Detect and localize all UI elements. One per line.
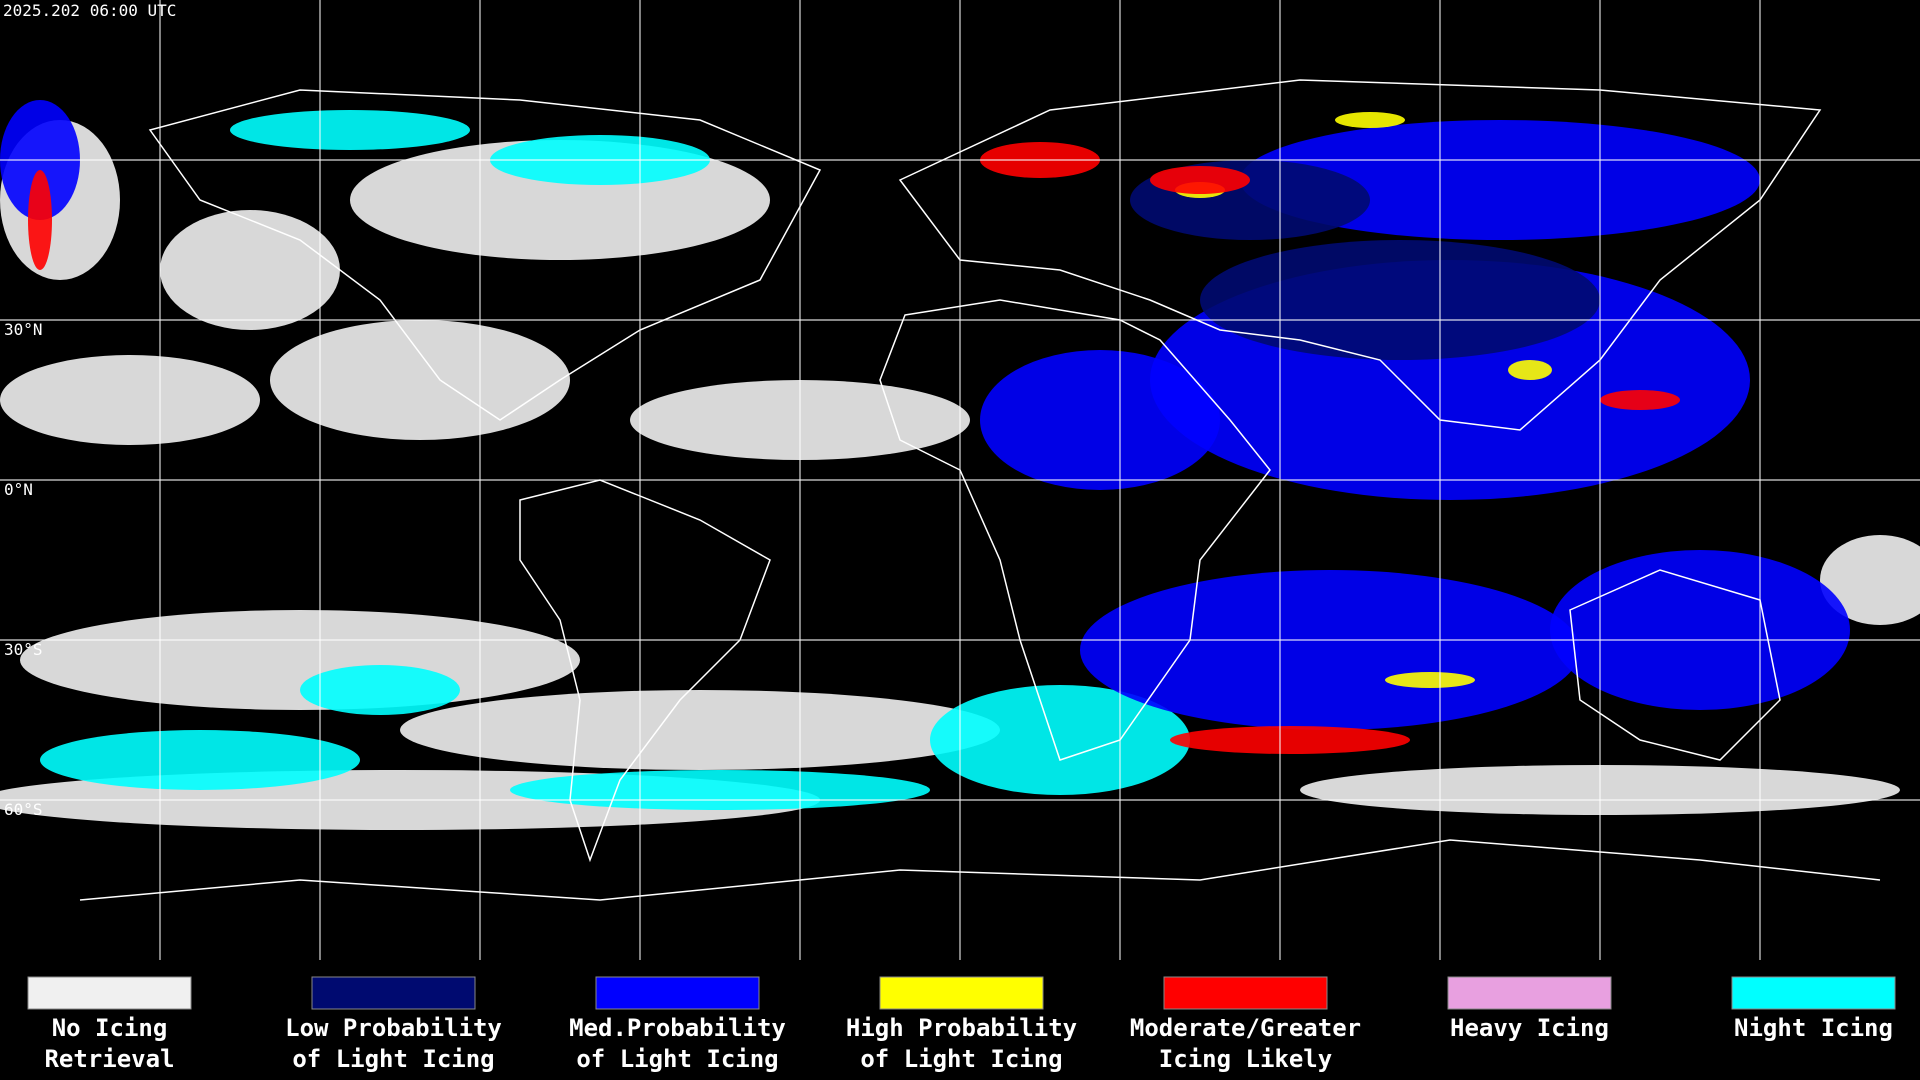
legend-swatch — [1163, 976, 1328, 1010]
legend-label: High Probability — [846, 1014, 1077, 1042]
cloud-region — [270, 320, 570, 440]
coast-north-america — [148, 89, 822, 421]
cloud-region — [40, 730, 360, 790]
latitude-label: 0°N — [4, 480, 33, 499]
cloud-region — [930, 685, 1190, 795]
legend-label: Low Probability — [285, 1014, 502, 1042]
coast-south-america — [519, 479, 771, 863]
timestamp: 2025.202 06:00 UTC — [3, 1, 176, 20]
coast-africa — [879, 299, 1271, 761]
cloud-region — [1150, 166, 1250, 194]
legend-label: Night Icing — [1734, 1014, 1893, 1042]
cloud-region — [28, 170, 52, 270]
legend-label: of Light Icing — [576, 1045, 778, 1073]
cloud-region — [980, 350, 1220, 490]
coast-antarctica — [79, 839, 1881, 901]
cloud-region — [20, 610, 580, 710]
cloud-region — [300, 665, 460, 715]
legend-label: Moderate/Greater — [1130, 1014, 1361, 1042]
cloud-region — [0, 355, 260, 445]
cloud-region — [400, 690, 1000, 770]
cloud-region — [1335, 112, 1405, 128]
coast-australia — [1569, 569, 1781, 761]
legend-label: Icing Likely — [1159, 1045, 1332, 1073]
cloud-region — [1550, 550, 1850, 710]
cloud-region — [1200, 240, 1600, 360]
cloud-region — [1240, 120, 1760, 240]
latitude-labels: 30°N 0°N 30°S 60°S — [4, 320, 43, 819]
cloud-region — [1508, 360, 1552, 380]
legend-swatch — [1447, 976, 1612, 1010]
legend-swatch — [27, 976, 192, 1010]
legend-label: Retrieval — [44, 1045, 174, 1073]
legend-label: No Icing — [52, 1014, 168, 1042]
legend-swatch — [311, 976, 476, 1010]
legend-label: of Light Icing — [860, 1045, 1062, 1073]
cloud-region — [1170, 726, 1410, 754]
cloud-region — [1820, 535, 1920, 625]
cloud-region — [160, 210, 340, 330]
graticule — [0, 0, 1920, 960]
legend-label: Med.Probability — [569, 1014, 786, 1042]
cloud-region — [1385, 672, 1475, 688]
cloud-region — [1080, 570, 1580, 730]
coastlines — [79, 79, 1881, 901]
legend: No Icing Retrieval Low Probability of Light… — [27, 976, 1896, 1073]
cloud-region — [230, 110, 470, 150]
legend-label: of Light Icing — [292, 1045, 494, 1073]
legend-swatch — [595, 976, 760, 1010]
legend-swatch — [1731, 976, 1896, 1010]
latitude-label: 30°N — [4, 320, 43, 339]
cloud-region — [1600, 390, 1680, 410]
legend-swatch — [879, 976, 1044, 1010]
legend-label: Heavy Icing — [1450, 1014, 1609, 1042]
latitude-label: 60°S — [4, 800, 43, 819]
latitude-label: 30°S — [4, 640, 43, 659]
